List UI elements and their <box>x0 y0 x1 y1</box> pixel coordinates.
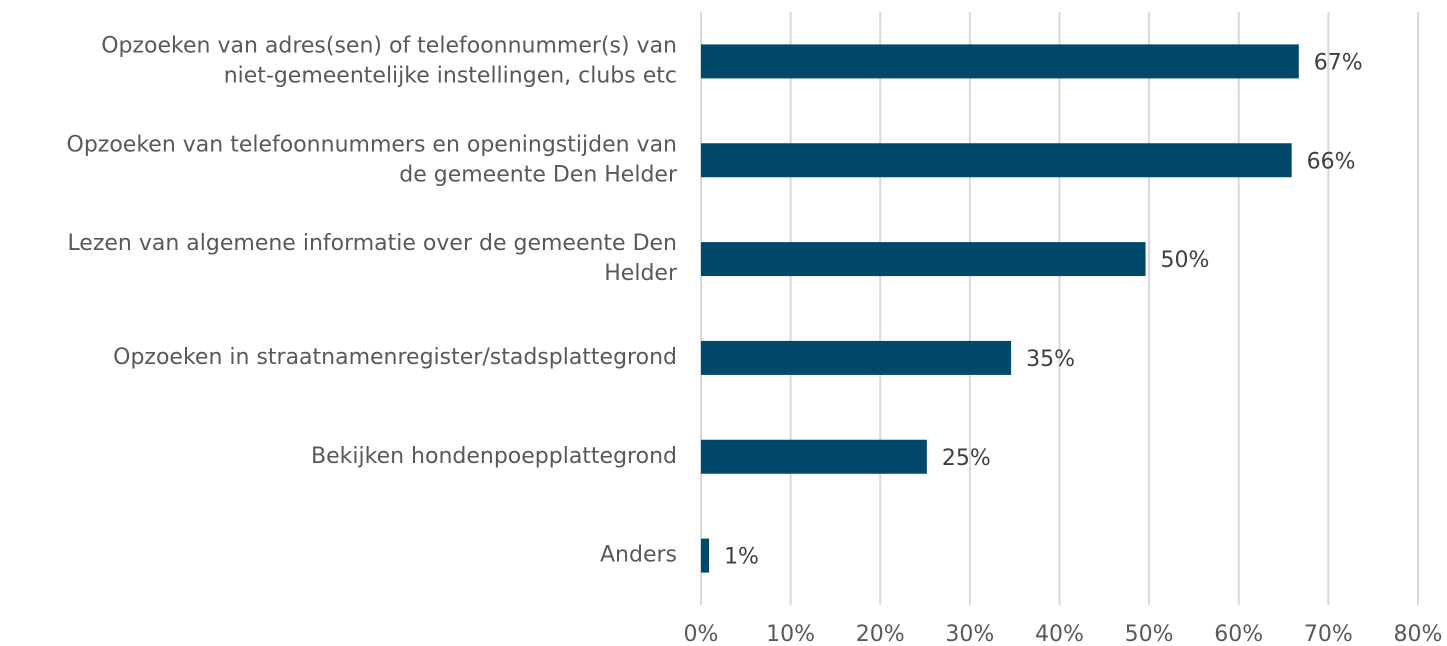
x-tick-label: 0% <box>684 622 719 646</box>
y-tick-label: Opzoeken in straatnamenregister/stadspla… <box>113 345 677 370</box>
bar <box>701 44 1299 79</box>
data-label: 1% <box>724 545 759 570</box>
data-label: 50% <box>1161 248 1210 273</box>
y-tick-label: Lezen van algemene informatie over de ge… <box>67 231 678 286</box>
bar <box>701 143 1292 178</box>
data-label: 25% <box>942 446 991 471</box>
x-tick-label: 80% <box>1394 622 1443 646</box>
y-tick-label: Opzoeken van telefoonnummers en openings… <box>67 132 678 187</box>
x-tick-label: 40% <box>1035 622 1084 646</box>
data-label: 66% <box>1307 149 1356 174</box>
y-tick-label: Bekijken hondenpoepplattegrond <box>311 444 677 469</box>
x-tick-label: 50% <box>1125 622 1174 646</box>
y-tick-label: Opzoeken van adres(sen) of telefoonnumme… <box>101 33 677 88</box>
x-tick-label: 10% <box>766 622 815 646</box>
y-tick-label: Anders <box>600 543 677 568</box>
data-label: 35% <box>1026 347 1075 372</box>
data-label: 67% <box>1314 50 1363 75</box>
bar <box>701 439 927 474</box>
x-tick-label: 60% <box>1214 622 1263 646</box>
x-tick-label: 30% <box>945 622 994 646</box>
x-tick-label: 70% <box>1304 622 1353 646</box>
bar <box>701 242 1146 277</box>
bar <box>701 340 1012 375</box>
x-tick-label: 20% <box>856 622 905 646</box>
bar <box>701 538 710 573</box>
